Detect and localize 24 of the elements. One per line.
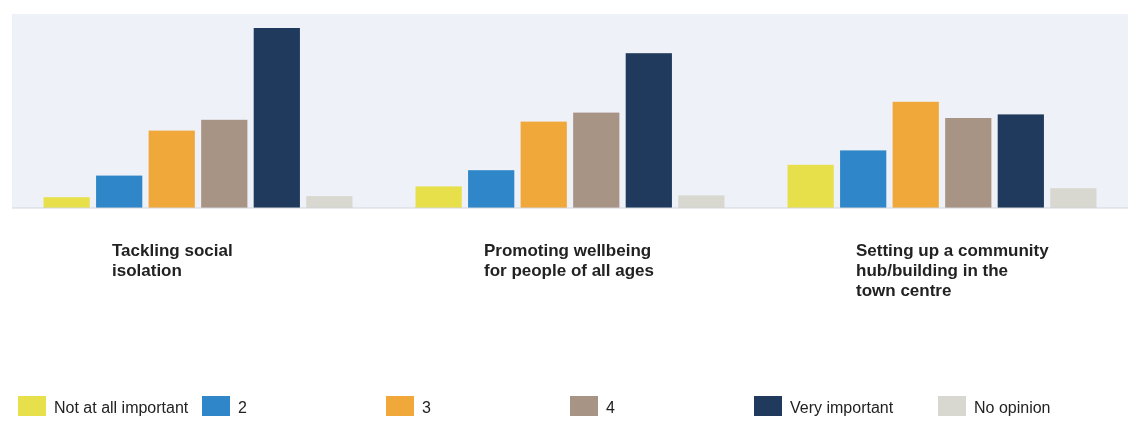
bar bbox=[43, 197, 90, 208]
bar bbox=[520, 121, 567, 208]
bar bbox=[468, 170, 515, 208]
legend-label: Very important bbox=[790, 399, 894, 416]
bar bbox=[415, 186, 462, 208]
bar bbox=[96, 175, 143, 208]
bar bbox=[787, 164, 834, 208]
legend-label: 3 bbox=[422, 399, 431, 416]
bar bbox=[625, 53, 672, 208]
bar bbox=[892, 101, 939, 208]
x-tick-label: Tackling social isolation bbox=[112, 241, 233, 280]
bar bbox=[997, 114, 1044, 208]
x-tick-label: Setting up a community hub/building in the town centre bbox=[856, 241, 1050, 300]
legend-label: 2 bbox=[238, 399, 247, 416]
bar bbox=[148, 130, 195, 208]
bar bbox=[840, 150, 887, 208]
bar bbox=[253, 28, 300, 208]
legend-label: Not at all important bbox=[54, 399, 189, 416]
bar bbox=[945, 118, 992, 208]
bar bbox=[201, 119, 248, 208]
bar bbox=[573, 112, 620, 208]
legend-label: No opinion bbox=[974, 399, 1051, 416]
legend-label: 4 bbox=[606, 399, 615, 416]
x-tick-label: Promoting wellbeing for people of all ages bbox=[484, 241, 655, 280]
